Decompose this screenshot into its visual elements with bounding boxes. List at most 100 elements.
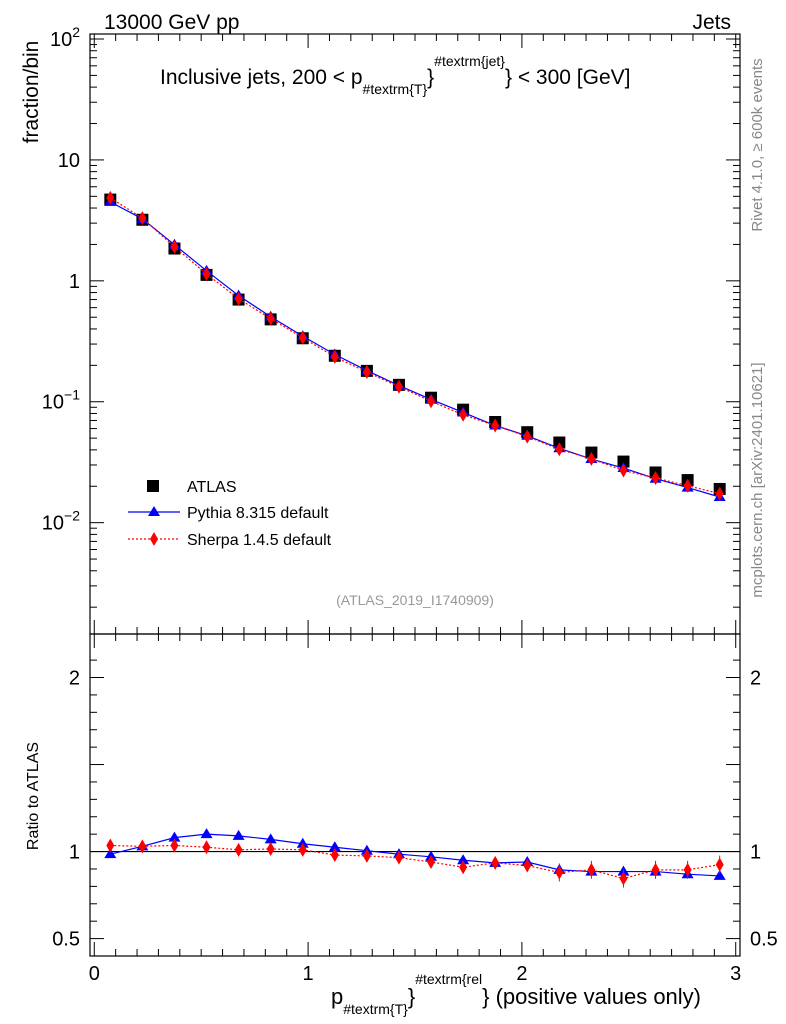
sherpa-point <box>106 190 115 205</box>
x-tick-label: 2 <box>516 963 527 985</box>
sherpa-ratio-point <box>619 871 628 886</box>
sherpa-ratio-point <box>491 855 500 870</box>
sherpa-ratio-point <box>138 839 147 854</box>
pythia-ratio-point <box>232 829 245 840</box>
sherpa-point <box>587 451 596 466</box>
series-layer <box>104 190 726 888</box>
sherpa-point <box>298 330 307 345</box>
sherpa-point <box>202 266 211 281</box>
legend-atlas-marker <box>147 480 159 492</box>
rivet-version-label: Rivet 4.1.0, ≥ 600k events <box>749 58 766 231</box>
sherpa-point <box>555 442 564 457</box>
pythia-ratio-point <box>168 831 181 842</box>
x-axis-label: p#textrm{T}}#textrm{rel} (positive value… <box>331 971 701 1017</box>
analysis-label: (ATLAS_2019_I1740909) <box>336 592 494 608</box>
plot-title-superscript: #textrm{jet} <box>434 53 505 69</box>
y-tick-label: 10 <box>58 150 80 172</box>
sherpa-point <box>170 239 179 254</box>
pythia-ratio-point <box>296 837 309 848</box>
sherpa-point <box>651 471 660 486</box>
ratio-tick-label-right: 1 <box>750 842 761 864</box>
ratio-tick-label-right: 0.5 <box>750 929 778 951</box>
legend: ATLAS Pythia 8.315 default Sherpa 1.4.5 … <box>128 479 332 549</box>
legend-atlas-label: ATLAS <box>187 479 237 496</box>
pythia-ratio-point <box>713 869 726 880</box>
sherpa-ratio-point <box>651 862 660 877</box>
legend-sherpa-marker <box>150 532 158 546</box>
ratio-tick-label: 2 <box>69 668 80 690</box>
sherpa-ratio-point <box>298 842 307 857</box>
x-tick-label: 3 <box>730 963 741 985</box>
sherpa-ratio-point <box>202 840 211 855</box>
sherpa-ratio-point <box>523 858 532 873</box>
sherpa-point <box>427 394 436 409</box>
y-tick-exponent: −2 <box>64 508 80 524</box>
y-tick-exponent: 2 <box>72 24 80 40</box>
pythia-ratio-line <box>110 833 720 877</box>
sherpa-point <box>138 211 147 226</box>
sherpa-point <box>683 478 692 493</box>
plot-title-brace: } <box>427 66 434 89</box>
y-tick-label: 102 <box>50 24 80 51</box>
x-axis-label-superscript: #textrm{rel <box>415 971 482 987</box>
legend-pythia-label: Pythia 8.315 default <box>187 505 329 522</box>
ratio-tick-label: 0.5 <box>52 929 80 951</box>
y-tick-exponent: −1 <box>64 387 80 403</box>
sherpa-ratio-point <box>106 838 115 853</box>
ratio-plot-frame <box>89 633 741 957</box>
sherpa-point <box>459 407 468 422</box>
x-axis-label-end: } (positive values only) <box>482 984 701 1009</box>
sherpa-point <box>330 349 339 364</box>
legend-pythia-marker <box>148 506 160 516</box>
x-tick-label: 0 <box>89 963 100 985</box>
x-tick-label: 1 <box>303 963 314 985</box>
y-tick-base: 10 <box>50 29 72 51</box>
x-axis-label-brace: } <box>408 984 415 1009</box>
pythia-ratio-point <box>104 848 117 859</box>
sherpa-ratio-point <box>170 838 179 853</box>
y-tick-base: 10 <box>42 392 64 414</box>
pythia-line <box>110 201 720 498</box>
atlas-point <box>617 455 630 468</box>
sherpa-point <box>394 379 403 394</box>
x-axis-label-subscript: #textrm{T} <box>343 1001 408 1017</box>
sherpa-ratio-point <box>330 848 339 863</box>
header-jets-label: Jets <box>692 11 731 34</box>
sherpa-ratio-line <box>110 844 720 880</box>
pythia-ratio-point <box>200 828 213 839</box>
sherpa-ratio-point <box>394 850 403 865</box>
sherpa-point <box>362 365 371 380</box>
sherpa-ratio-point <box>234 842 243 857</box>
y-axis-label: fraction/bin <box>20 41 43 144</box>
y-tick-label: 10−2 <box>42 508 80 535</box>
pythia-ratio-point <box>264 833 277 844</box>
legend-sherpa-label: Sherpa 1.4.5 default <box>187 532 332 549</box>
sherpa-point <box>523 429 532 444</box>
sherpa-ratio-point <box>715 857 724 872</box>
y-tick-label: 1 <box>69 271 80 293</box>
sherpa-ratio-point <box>683 862 692 877</box>
sherpa-ratio-point <box>587 862 596 877</box>
sherpa-point <box>715 486 724 501</box>
ratio-tick-label: 1 <box>69 842 80 864</box>
pythia-ratio-point <box>457 854 470 865</box>
sherpa-ratio-point <box>362 848 371 863</box>
y-tick-label: 10−1 <box>42 387 80 414</box>
sherpa-ratio-point <box>555 865 564 880</box>
y-tick-base: 10 <box>42 513 64 535</box>
pythia-ratio-point <box>328 841 341 852</box>
sherpa-line <box>109 197 720 495</box>
x-axis-label-main: p <box>331 984 343 1009</box>
plot-title: Inclusive jets, 200 < p#textrm{T}}#textr… <box>160 53 631 97</box>
sherpa-point <box>234 291 243 306</box>
sherpa-ratio-point <box>427 855 436 870</box>
sherpa-ratio-point <box>266 841 275 856</box>
ratio-tick-label-right: 2 <box>750 668 761 690</box>
plot-title-main: Inclusive jets, 200 < p <box>160 66 363 89</box>
header-energy-label: 13000 GeV pp <box>104 11 239 34</box>
sherpa-point <box>491 418 500 433</box>
sherpa-point <box>266 311 275 326</box>
sherpa-ratio-point <box>459 860 468 875</box>
